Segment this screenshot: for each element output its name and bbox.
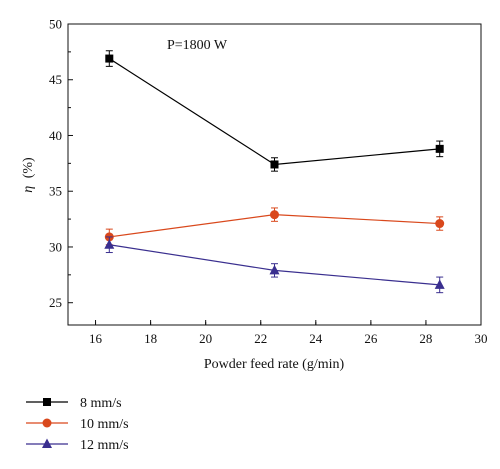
y-axis: 25 30 35 40 45 50	[49, 17, 73, 310]
series-1	[104, 207, 445, 246]
annotation-power: P=1800 W	[167, 38, 228, 53]
legend-item: 12 mm/s	[26, 438, 129, 453]
x-tick-label: 26	[364, 331, 378, 346]
legend-item: 10 mm/s	[26, 417, 129, 432]
legend-label: 8 mm/s	[80, 396, 122, 411]
x-tick-label: 20	[199, 331, 212, 346]
series-layer	[104, 50, 445, 294]
y-tick-label: 45	[49, 72, 62, 87]
data-point	[105, 54, 114, 63]
legend-item: 8 mm/s	[26, 396, 122, 411]
data-point	[270, 210, 279, 220]
x-tick-label: 24	[309, 331, 323, 346]
x-tick-label: 18	[144, 331, 157, 346]
data-point	[269, 264, 280, 275]
y-axis-symbol: η	[21, 186, 36, 193]
x-axis-title: Powder feed rate (g/min)	[204, 357, 345, 372]
series-0	[105, 50, 444, 172]
y-axis-title: η (%)	[21, 157, 36, 193]
series-line	[108, 58, 440, 166]
x-tick-label: 30	[475, 331, 488, 346]
y-tick-label: 35	[49, 184, 62, 199]
y-axis-unit: (%)	[21, 157, 36, 178]
legend-marker	[42, 418, 52, 428]
data-point	[435, 219, 445, 229]
legend-marker	[43, 398, 51, 406]
x-tick-label: 22	[254, 331, 267, 346]
y-tick-label: 25	[49, 295, 62, 310]
legend-marker	[42, 438, 52, 448]
legend-label: 10 mm/s	[80, 417, 129, 432]
series-2	[104, 236, 445, 294]
legend-label: 12 mm/s	[80, 438, 129, 453]
data-point	[104, 239, 115, 249]
x-tick-label: 28	[419, 331, 432, 346]
data-point	[434, 279, 445, 289]
x-axis: 16 18 20 22 24 26 28 30	[89, 320, 488, 346]
plot-frame	[67, 23, 482, 326]
data-point	[270, 160, 279, 169]
y-tick-label: 50	[49, 17, 62, 32]
y-tick-label: 40	[49, 128, 62, 143]
y-tick-label: 30	[49, 239, 62, 254]
x-tick-label: 16	[89, 331, 103, 346]
legend: 8 mm/s 10 mm/s 12 mm/s	[26, 396, 129, 453]
data-point	[435, 144, 444, 153]
plot-area	[67, 23, 482, 326]
